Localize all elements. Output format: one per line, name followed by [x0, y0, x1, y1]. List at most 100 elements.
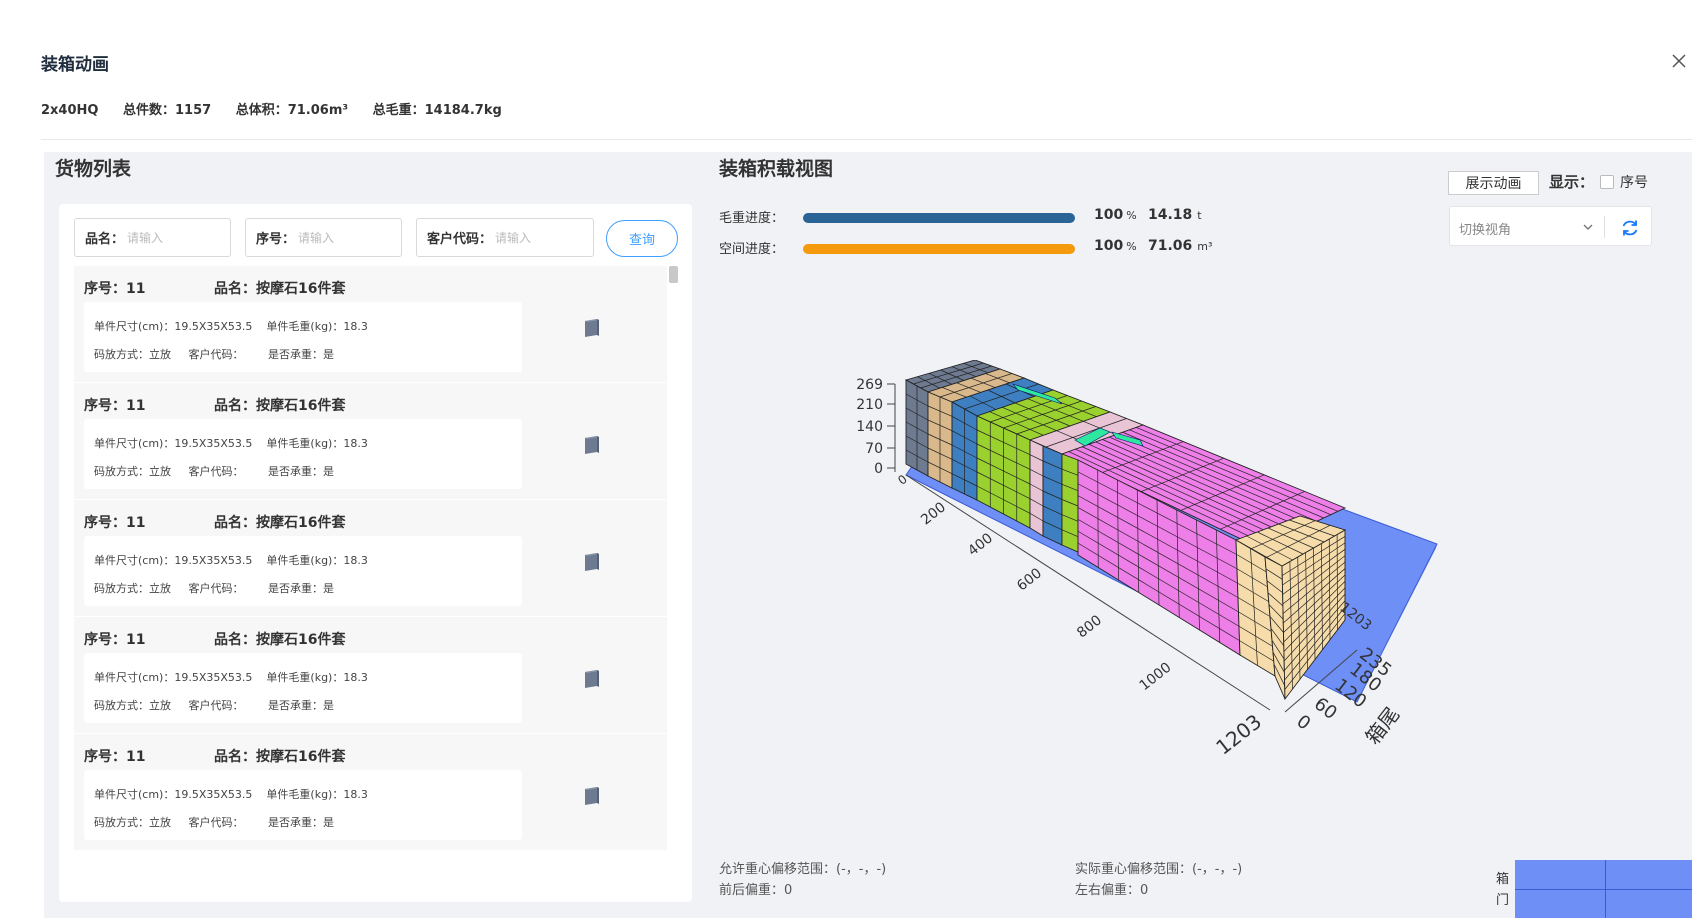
container-edge — [1353, 544, 1437, 710]
cargo-rear-top-grid — [1289, 519, 1335, 537]
load-view-title: 装箱积载视图 — [719, 158, 834, 180]
cargo-item-weight: 单件毛重(kg)：18.3 — [266, 437, 368, 450]
cargo-item-weight: 单件毛重(kg)：18.3 — [266, 554, 368, 567]
box-icon — [585, 553, 599, 571]
close-icon[interactable] — [1670, 52, 1688, 70]
cargo-rear-top-grid — [1257, 531, 1304, 555]
cargo-item-customer: 客户代码： — [188, 699, 244, 712]
cargo-item-name: 品名：按摩石16件套 — [214, 515, 346, 531]
length-tick-label: 1000 — [1137, 660, 1175, 695]
cargo-item-load-bearing: 是否承重：是 — [267, 582, 334, 595]
scroll-thumb[interactable] — [669, 266, 678, 283]
cargo-top-0-grid — [928, 373, 953, 385]
cargo-item-details: 单件尺寸(cm)：19.5X35X53.5 单件毛重(kg)：18.3 码放方式… — [84, 536, 522, 606]
cargo-rear-top — [1234, 515, 1347, 567]
cargo-side-5-grid — [1042, 520, 1063, 531]
cargo-item-load-bearing: 是否承重：是 — [267, 699, 334, 712]
door-label-2: 门 — [1496, 893, 1510, 908]
cargo-top-5-grid — [1088, 444, 1289, 535]
cargo-list-scrollbar[interactable] — [669, 266, 678, 898]
cargo-item-stack: 码放方式：立放 — [94, 816, 171, 829]
cargo-item[interactable]: 序号：11 品名：按摩石16件套 单件尺寸(cm)：19.5X35X53.5 单件… — [74, 266, 667, 382]
cargo-rear-top-grid — [1266, 525, 1331, 558]
view-select[interactable]: 切换视角 — [1449, 206, 1652, 246]
seq-checkbox[interactable] — [1600, 175, 1614, 189]
cargo-item-customer: 客户代码： — [188, 465, 244, 478]
weight-progress-bar — [803, 213, 1075, 223]
customer-filter-input[interactable]: 客户代码： 请输入 — [416, 218, 594, 257]
space-progress-bar — [803, 244, 1075, 254]
cargo-top-5-grid — [1136, 427, 1339, 512]
cargo-item[interactable]: 序号：11 品名：按摩石16件套 单件尺寸(cm)：19.5X35X53.5 单件… — [74, 734, 667, 850]
load-summary: 2x40HQ 总件数：1157 总体积：71.06m³ 总毛重：14184.7k… — [41, 99, 522, 118]
cargo-top-5-grid — [1109, 436, 1310, 525]
name-filter-input[interactable]: 品名： 请输入 — [74, 218, 231, 257]
cargo-item-size: 单件尺寸(cm)：19.5X35X53.5 — [94, 320, 253, 333]
cargo-side-8-grid — [1236, 568, 1268, 588]
cargo-side-1-grid — [927, 447, 953, 460]
cargo-item-details: 单件尺寸(cm)：19.5X35X53.5 单件毛重(kg)：18.3 码放方式… — [84, 653, 522, 723]
cargo-side-1-grid — [927, 433, 953, 446]
cargo-side-6-grid — [1061, 514, 1079, 522]
cargo-side-3-grid — [976, 457, 1031, 485]
query-button[interactable]: 查询 — [606, 220, 678, 257]
cargo-rear-top-grid — [1267, 527, 1314, 549]
cargo-rear-end-grid — [1284, 600, 1346, 671]
cargo-item-size: 单件尺寸(cm)：19.5X35X53.5 — [94, 554, 253, 567]
cargo-side-8-grid — [1238, 625, 1273, 647]
select-divider — [1604, 216, 1605, 238]
seq-filter-label: 序号： — [256, 232, 296, 247]
cargo-side-6-grid — [1061, 484, 1079, 491]
total-volume: 总体积：71.06m³ — [235, 103, 349, 118]
weight-progress-fill — [803, 213, 1075, 223]
cargo-list[interactable]: 序号：11 品名：按摩石16件套 单件尺寸(cm)：19.5X35X53.5 单件… — [74, 266, 667, 898]
cargo-item-name: 品名：按摩石16件套 — [214, 749, 346, 765]
cargo-item-details: 单件尺寸(cm)：19.5X35X53.5 单件毛重(kg)：18.3 码放方式… — [84, 419, 522, 489]
cargo-rear-end-grid — [1282, 542, 1346, 586]
cargo-item[interactable]: 序号：11 品名：按摩石16件套 单件尺寸(cm)：19.5X35X53.5 单件… — [74, 383, 667, 499]
cargo-panel: 品名： 请输入 序号： 请输入 客户代码： 请输入 查询 序号：11 品名：按摩石… — [59, 204, 692, 902]
box-icon — [585, 436, 599, 454]
cargo-side-2-grid — [951, 430, 978, 445]
cargo-top-0-grid — [917, 376, 941, 389]
cargo-side-2-grid — [951, 444, 978, 459]
width-axis — [1284, 649, 1358, 713]
cargo-top-5-grid — [1129, 429, 1331, 515]
cargo-item-customer: 客户代码： — [188, 582, 244, 595]
front-rear-offset: 前后偏重：0 — [719, 883, 793, 898]
seq-checkbox-label[interactable]: 序号 — [1620, 175, 1648, 191]
cargo-top-5-grid — [1122, 431, 1324, 519]
length-tick-label: 800 — [1074, 612, 1105, 641]
plan-center-horizontal — [1515, 889, 1692, 890]
cargo-top-5-grid — [1141, 457, 1224, 492]
refresh-icon[interactable] — [1619, 217, 1641, 239]
total-weight: 总毛重：14184.7kg — [372, 103, 502, 118]
cargo-side-7-grid — [1077, 483, 1238, 570]
cargo-item[interactable]: 序号：11 品名：按摩石16件套 单件尺寸(cm)：19.5X35X53.5 单件… — [74, 617, 667, 733]
cargo-side-1-grid — [927, 461, 953, 474]
cargo-side-4-grid — [1029, 483, 1044, 492]
cargo-side-9-grid — [1266, 580, 1283, 593]
cargo-side-3-grid — [976, 471, 1031, 499]
cargo-top-1-grid — [939, 373, 1013, 398]
cargo-side-4 — [1029, 439, 1044, 537]
cargo-side-5-grid — [1042, 460, 1063, 470]
modal-title: 装箱动画 — [41, 55, 109, 75]
cargo-top-5-grid — [1075, 448, 1275, 542]
show-animation-button[interactable]: 展示动画 — [1448, 171, 1539, 195]
cargo-side-9-grid — [1268, 604, 1284, 620]
cargo-item-details: 单件尺寸(cm)：19.5X35X53.5 单件毛重(kg)：18.3 码放方式… — [84, 770, 522, 840]
cargo-side-2-grid — [951, 459, 978, 473]
box-icon — [585, 319, 599, 337]
cargo-side-7-grid — [1077, 542, 1240, 641]
cargo-item-weight: 单件毛重(kg)：18.3 — [266, 320, 368, 333]
cargo-item-weight: 单件毛重(kg)：18.3 — [266, 671, 368, 684]
cargo-item-size: 单件尺寸(cm)：19.5X35X53.5 — [94, 671, 253, 684]
total-pieces: 总件数：1157 — [122, 103, 212, 118]
cargo-accent — [1074, 427, 1111, 447]
view-select-placeholder: 切换视角 — [1459, 223, 1512, 238]
header-divider — [41, 139, 1692, 140]
cargo-item[interactable]: 序号：11 品名：按摩石16件套 单件尺寸(cm)：19.5X35X53.5 单件… — [74, 500, 667, 616]
seq-filter-input[interactable]: 序号： 请输入 — [245, 218, 402, 257]
